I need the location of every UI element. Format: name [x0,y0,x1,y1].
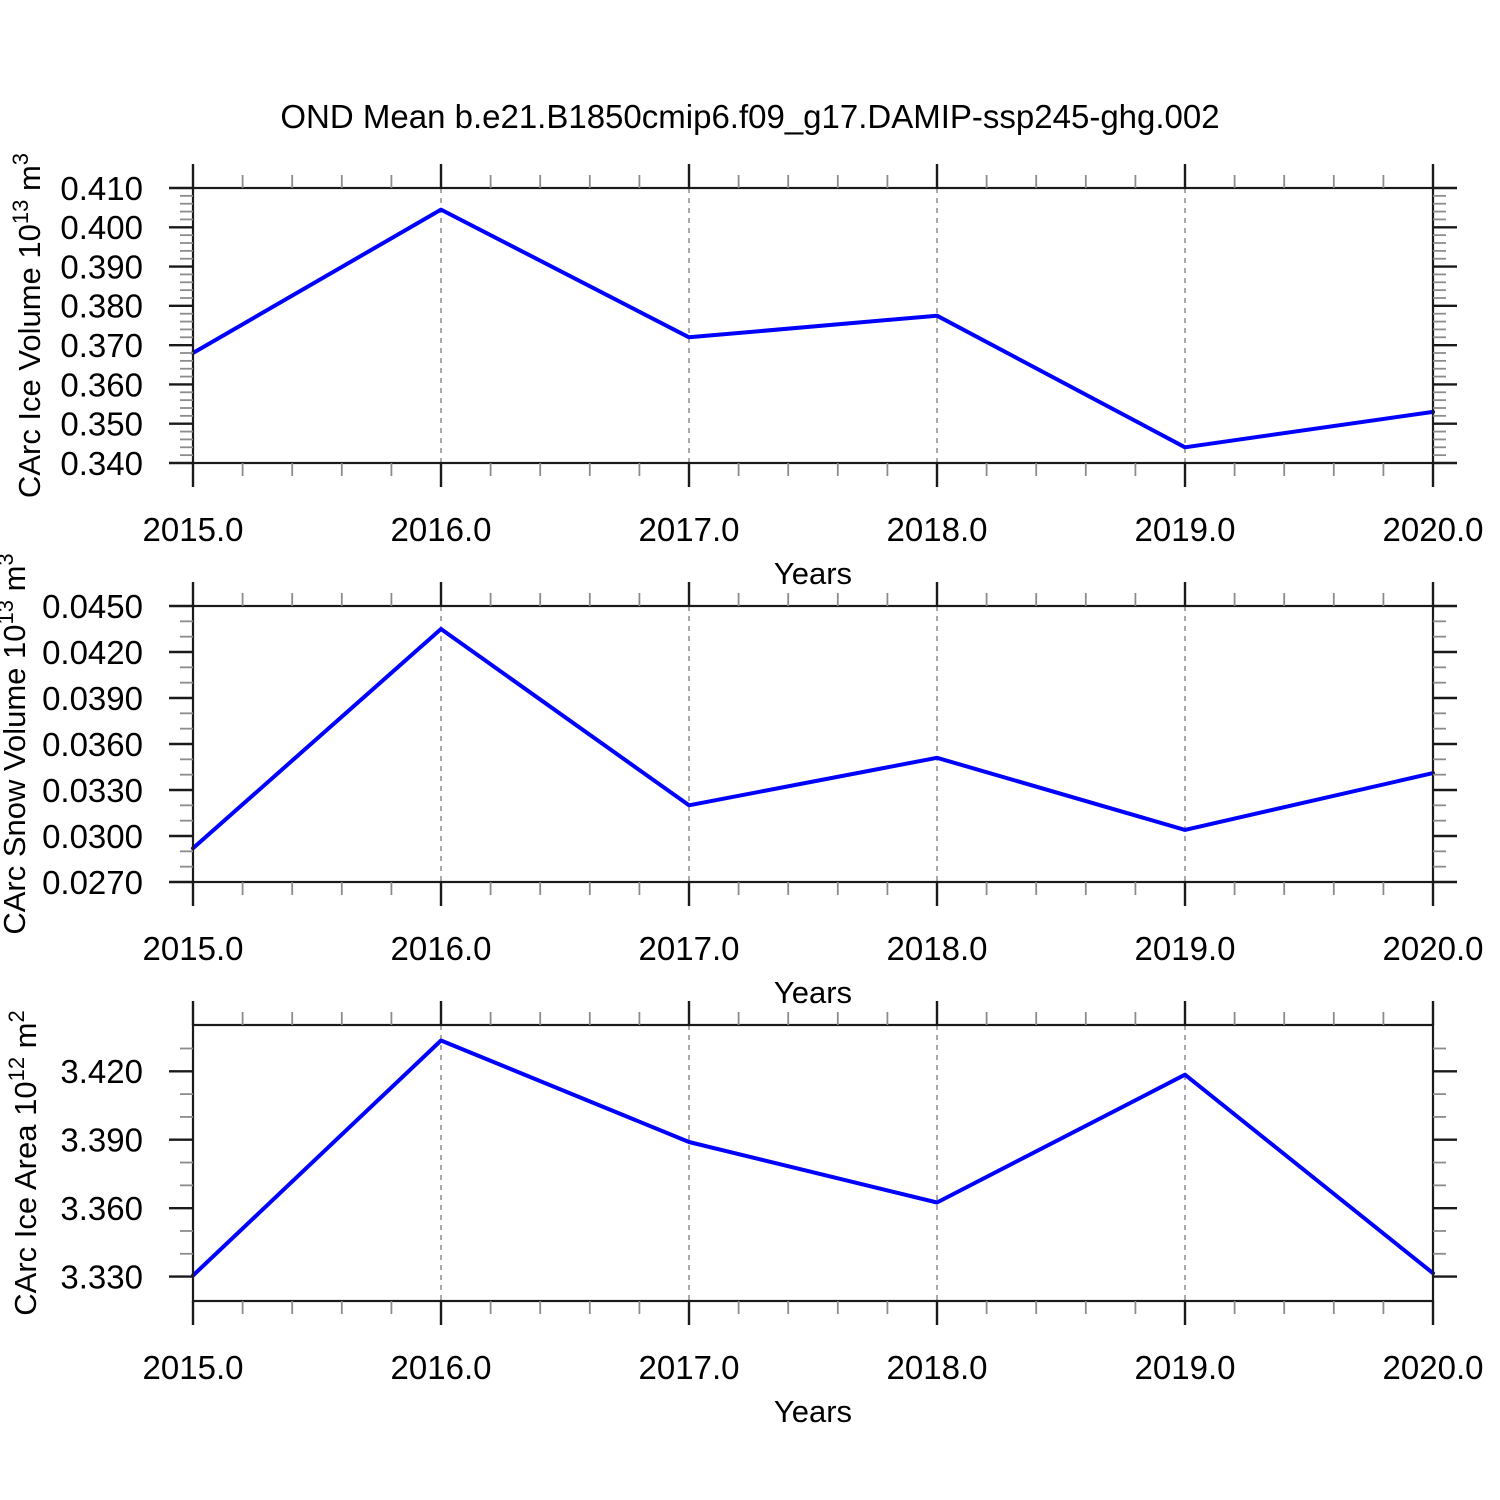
figure-title: OND Mean b.e21.B1850cmip6.f09_g17.DAMIP-… [280,98,1220,135]
x-tick-label: 2016.0 [391,1349,492,1386]
x-tick-label: 2019.0 [1135,511,1236,548]
x-tick-label: 2018.0 [887,930,988,967]
x-axis-title: Years [774,556,852,591]
plot-frame [191,186,1435,465]
y-tick-label: 0.0300 [42,818,143,855]
y-tick-label: 3.420 [60,1053,143,1090]
y-tick-label: 3.390 [60,1122,143,1159]
x-tick-label: 2017.0 [639,511,740,548]
plot-frame [191,604,1435,884]
chart-ice-volume: 0.3400.3500.3600.3700.3800.3900.4000.410… [8,153,1483,591]
y-tick-label: 0.400 [60,209,143,246]
y-tick-label: 0.380 [60,288,143,325]
x-tick-label: 2019.0 [1135,930,1236,967]
x-tick-label: 2020.0 [1383,511,1484,548]
y-tick-label: 0.350 [60,406,143,443]
y-tick-label: 3.360 [60,1190,143,1227]
x-tick-label: 2017.0 [639,1349,740,1386]
chart-snow-volume: 0.0270 0.0300 0.0330 0.0360 0.0390 0.0420 0.04… [0,553,1483,1010]
y-tick-label: 0.370 [60,327,143,364]
y-tick-label: 0.0390 [42,680,143,717]
x-tick-label: 2016.0 [391,511,492,548]
y-axis-title: CArc Ice Volume 1013 m3 [8,153,47,498]
data-line-ice-area [191,1038,1435,1278]
y-axis-title: CArc Ice Area 1012 m2 [4,1010,43,1316]
y-tick-label: 0.340 [60,445,143,482]
data-line-ice-volume [191,207,1435,450]
x-tick-label: 2019.0 [1135,1349,1236,1386]
y-tick-label: 0.0360 [42,726,143,763]
y-tick-label: 0.0270 [42,864,143,901]
x-tick-label: 2018.0 [887,511,988,548]
y-tick-label: 0.0330 [42,772,143,809]
y-tick-label: 3.330 [60,1258,143,1295]
x-tick-label: 2015.0 [143,930,244,967]
x-tick-label: 2015.0 [143,1349,244,1386]
x-tick-label: 2020.0 [1383,1349,1484,1386]
y-tick-label: 0.360 [60,366,143,403]
x-tick-label: 2020.0 [1383,930,1484,967]
chart-ice-area: 3.330 3.360 3.390 3.420 2015.0 2016.0 2017.0 20… [4,1001,1483,1429]
y-tick-label: 0.0450 [42,588,143,625]
x-tick-label: 2015.0 [143,511,244,548]
data-line-snow-volume [191,627,1435,851]
x-tick-label: 2017.0 [639,930,740,967]
x-tick-label: 2016.0 [391,930,492,967]
x-axis-title: Years [774,975,852,1010]
y-tick-label: 0.410 [60,170,143,207]
y-axis-title: CArc Snow Volume 1013 m3 [0,553,32,934]
x-axis-title: Years [774,1394,852,1429]
plot-frame [191,1023,1435,1303]
y-tick-label: 0.390 [60,248,143,285]
x-tick-label: 2018.0 [887,1349,988,1386]
y-tick-label: 0.0420 [42,634,143,671]
